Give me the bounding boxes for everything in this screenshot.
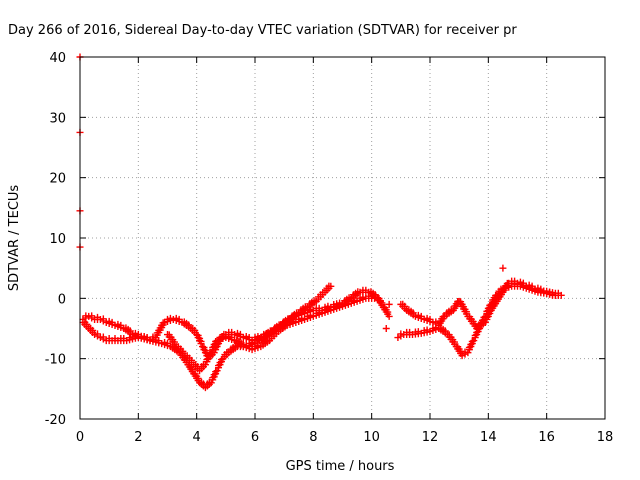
x-tick-label: 6 <box>251 430 259 445</box>
series-marker <box>401 302 409 310</box>
series-marker <box>99 315 107 323</box>
series-marker <box>237 339 245 347</box>
axis-ticks: 0 2 4 6 8 10 12 14 16 18 -20 -10 0 10 20 30 40 <box>45 51 614 445</box>
series-marker <box>384 308 392 316</box>
y-tick-label: -10 <box>45 353 66 368</box>
series-marker <box>212 368 220 376</box>
series-marker <box>99 333 107 341</box>
plot-frame <box>79 56 606 420</box>
series-marker <box>94 330 101 338</box>
outlier-point <box>385 300 393 308</box>
y-tick-label: -20 <box>45 413 66 428</box>
series-marker <box>179 347 187 355</box>
outlier-point <box>487 300 495 308</box>
series-marker <box>188 356 196 364</box>
series-marker <box>88 312 96 320</box>
data-points <box>76 53 565 392</box>
series-marker <box>462 308 470 316</box>
outlier-point <box>382 325 390 332</box>
chart-title: Day 266 of 2016, Sidereal Day-to-day VTE… <box>8 23 517 38</box>
x-tick-label: 18 <box>597 430 614 445</box>
series-marker <box>441 327 449 335</box>
data-point <box>554 291 562 299</box>
series-marker <box>374 294 381 302</box>
series-marker <box>171 338 178 346</box>
x-tick-label: 14 <box>480 430 497 445</box>
x-axis-label: GPS time / hours <box>286 459 395 474</box>
series-marker <box>409 309 417 317</box>
series-marker <box>468 337 476 345</box>
x-tick-label: 4 <box>193 430 201 445</box>
series-marker <box>194 374 202 382</box>
series-marker <box>212 337 220 345</box>
x-tick-label: 8 <box>309 430 317 445</box>
y-tick-label: 30 <box>49 111 66 126</box>
data-point <box>376 297 384 305</box>
series-marker <box>197 337 205 345</box>
series-marker <box>185 321 193 329</box>
series-marker <box>83 320 91 328</box>
series-marker <box>432 318 440 326</box>
series-marker <box>457 347 465 355</box>
series-marker <box>126 327 134 335</box>
series-marker <box>191 326 199 334</box>
y-tick-label: 10 <box>49 232 66 247</box>
series-marker <box>206 350 214 358</box>
data-point <box>327 282 335 290</box>
x-tick-label: 2 <box>134 430 142 445</box>
series-marker <box>89 326 97 334</box>
x-tick-label: 0 <box>76 430 84 445</box>
y-tick-label: 0 <box>58 292 66 307</box>
y-tick-label: 40 <box>49 51 66 66</box>
x-tick-label: 16 <box>538 430 555 445</box>
series-marker <box>451 338 458 346</box>
x-tick-label: 10 <box>363 430 380 445</box>
y-axis-label: SDTVAR / TECUs <box>7 185 22 292</box>
grid <box>80 57 605 419</box>
data-point <box>385 312 393 320</box>
series-marker <box>471 320 479 328</box>
x-tick-label: 12 <box>422 430 439 445</box>
y-tick-label: 20 <box>49 172 66 187</box>
outlier-point <box>499 264 507 272</box>
